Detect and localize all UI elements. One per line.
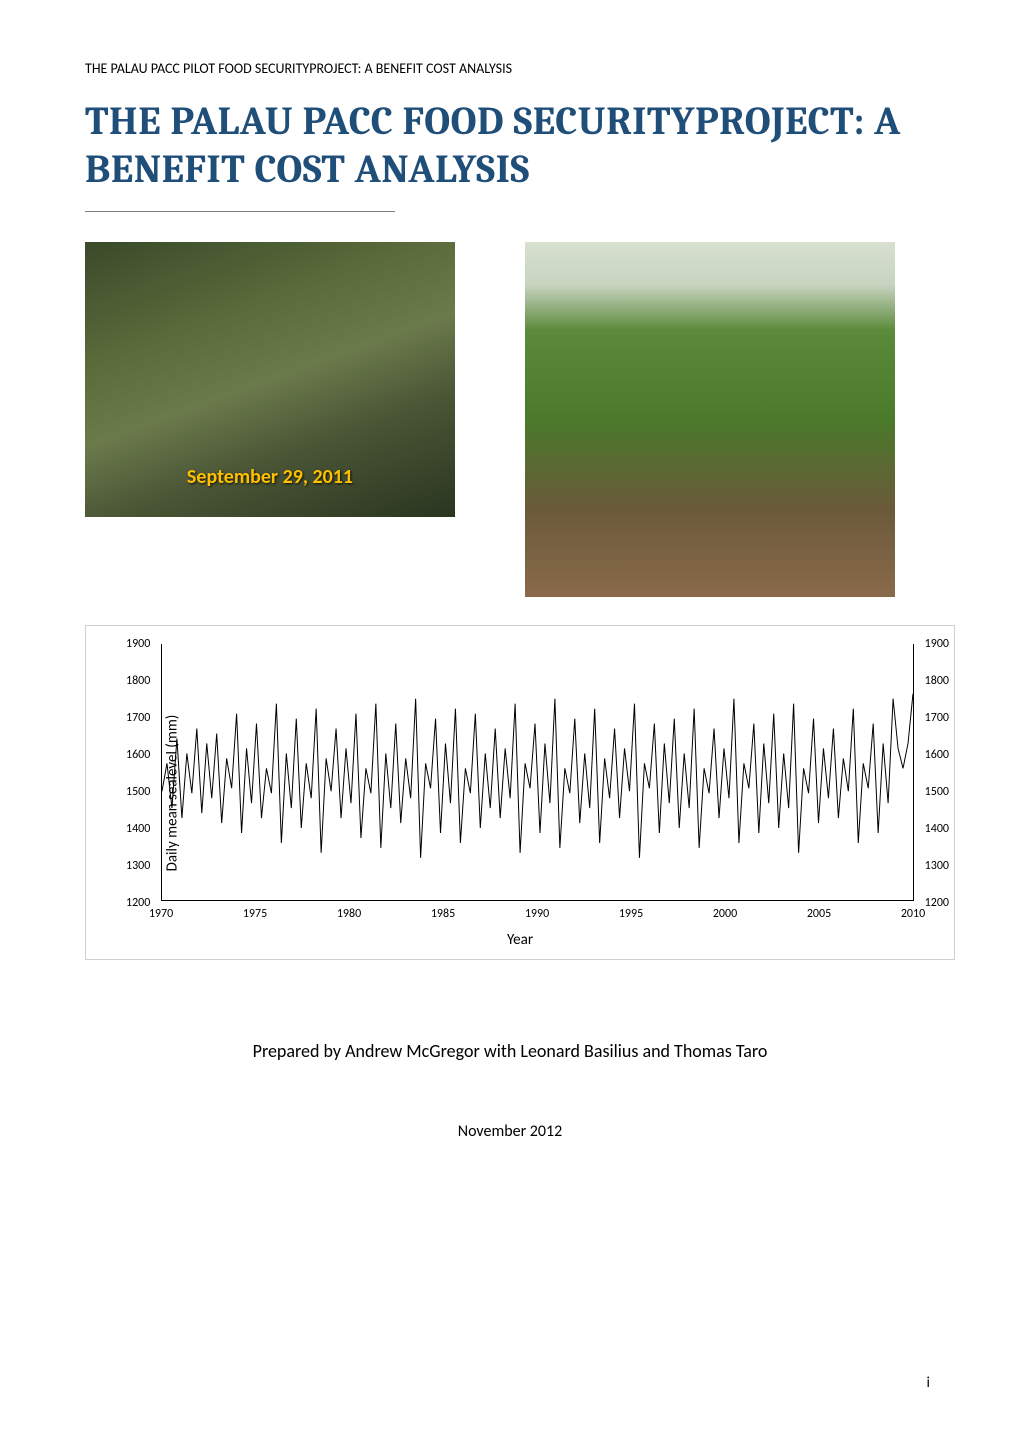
ytick: 1800 [126, 674, 150, 688]
ytick-right: 1200 [925, 896, 949, 910]
chart-xlabel: Year [507, 931, 533, 949]
ytick: 1300 [126, 859, 150, 873]
crop-photo [525, 242, 895, 597]
xtick: 2010 [901, 907, 925, 921]
xtick: 1995 [619, 907, 643, 921]
flood-photo: September 29, 2011 [85, 242, 455, 517]
title-underline [85, 211, 395, 212]
ytick: 1600 [126, 748, 150, 762]
ytick: 1400 [126, 822, 150, 836]
ytick-right: 1900 [925, 637, 949, 651]
xtick: 1985 [431, 907, 455, 921]
xtick: 2005 [807, 907, 831, 921]
sealevel-chart: Daily mean sealevel (mm) Year 1900 1800 … [85, 625, 955, 960]
xtick: 1990 [525, 907, 549, 921]
running-header: THE PALAU PACC PILOT FOOD SECURITYPROJEC… [85, 60, 935, 77]
xtick: 1970 [149, 907, 173, 921]
ytick: 1700 [126, 711, 150, 725]
photo-date-caption: September 29, 2011 [187, 465, 353, 489]
images-row: September 29, 2011 [85, 242, 935, 597]
ytick-right: 1500 [925, 785, 949, 799]
ytick: 1500 [126, 785, 150, 799]
page-number: i [927, 1374, 930, 1392]
document-date: November 2012 [85, 1122, 935, 1141]
xtick: 1975 [243, 907, 267, 921]
ytick-right: 1400 [925, 822, 949, 836]
xtick: 1980 [337, 907, 361, 921]
ytick-right: 1800 [925, 674, 949, 688]
ytick-right: 1600 [925, 748, 949, 762]
authors-line: Prepared by Andrew McGregor with Leonard… [85, 1040, 935, 1062]
chart-line-svg [162, 644, 913, 902]
document-title: THE PALAU PACC FOOD SECURITYPROJECT: A B… [85, 97, 935, 193]
xtick: 2000 [713, 907, 737, 921]
ytick: 1200 [126, 896, 150, 910]
ytick: 1900 [126, 637, 150, 651]
ytick-right: 1700 [925, 711, 949, 725]
chart-plot-area [161, 644, 914, 901]
ytick-right: 1300 [925, 859, 949, 873]
